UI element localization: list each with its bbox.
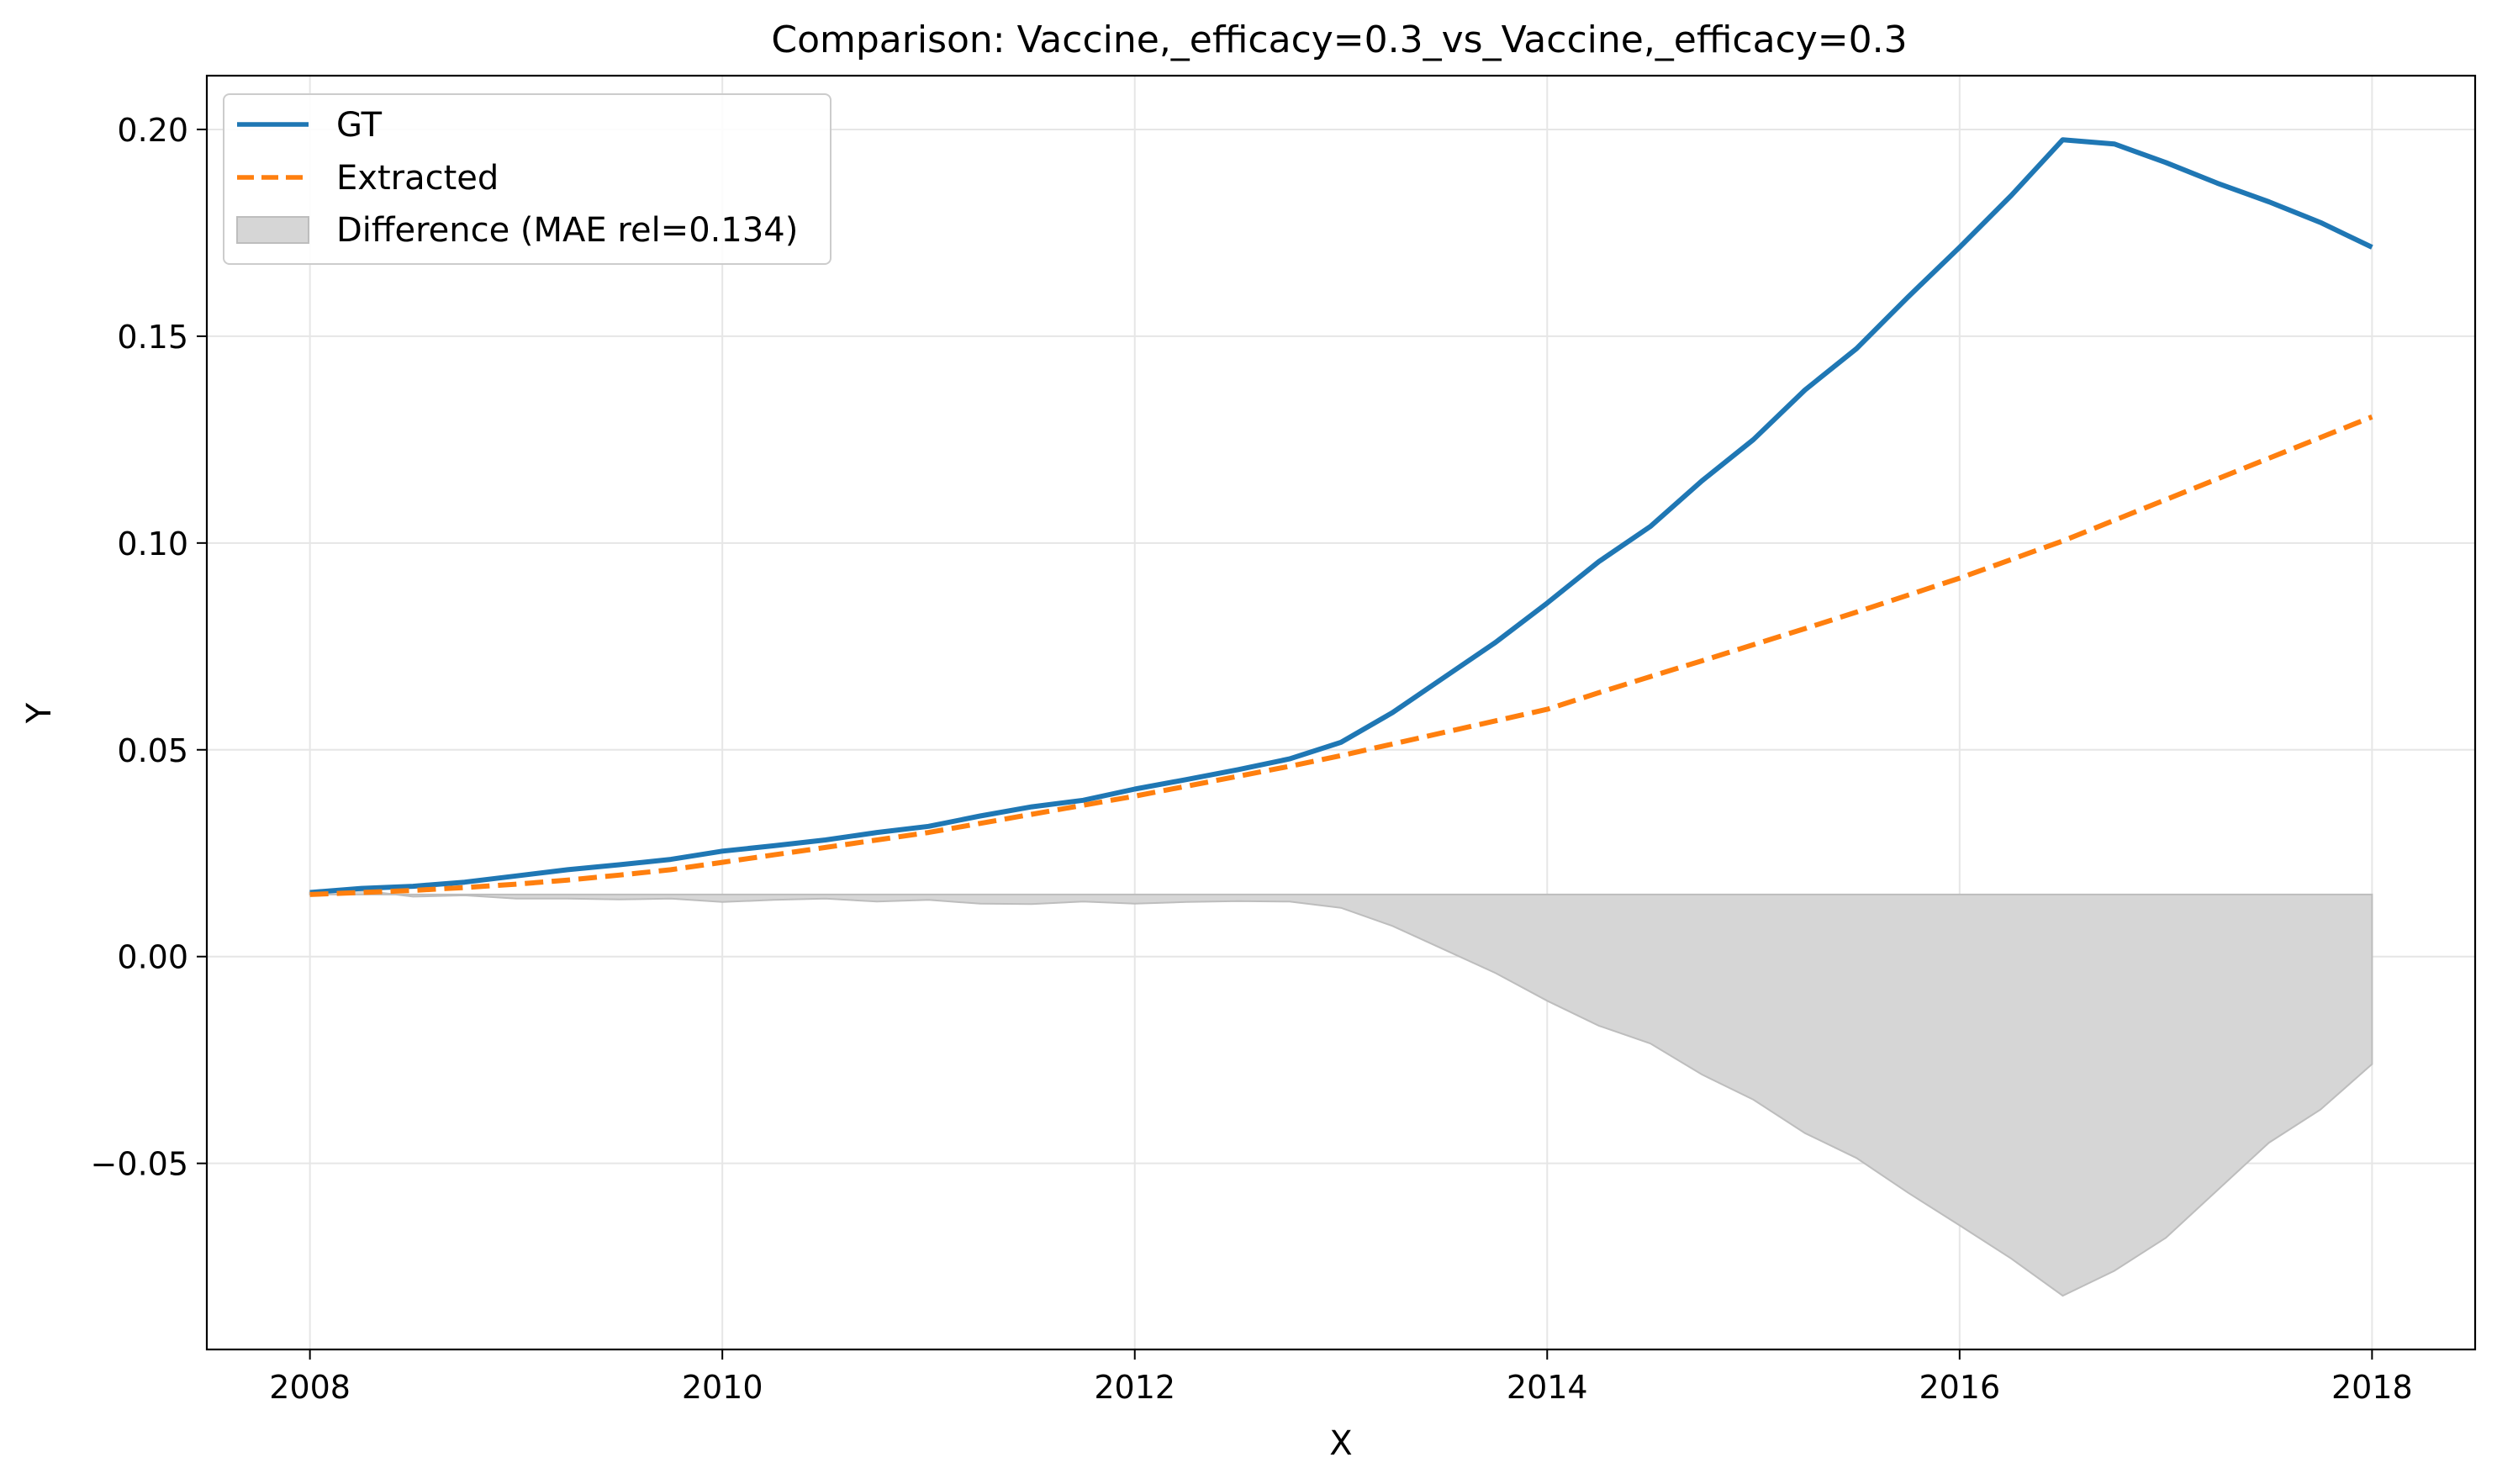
difference-area-layer: [309, 889, 2373, 1297]
legend-box: [223, 93, 831, 265]
x-axis-label: X: [1329, 1424, 1352, 1463]
y-tick-label: 0.10: [117, 525, 188, 562]
chart-title: Comparison: Vaccine,_efficacy=0.3_vs_Vac…: [771, 18, 1907, 61]
y-tick-label: 0.20: [117, 112, 188, 149]
x-tick-label: 2018: [2331, 1369, 2413, 1406]
x-tick-label: 2010: [682, 1369, 763, 1406]
legend-label-extracted: Extracted: [336, 159, 499, 198]
x-tick-label: 2016: [1919, 1369, 2000, 1406]
difference-area: [309, 889, 2373, 1297]
x-tick-label: 2014: [1507, 1369, 1588, 1406]
y-tick-label: 0.15: [117, 319, 188, 356]
legend-swatch-difference: [236, 216, 309, 244]
series-lines: [309, 137, 2373, 897]
legend-label-gt: GT: [336, 106, 383, 145]
y-axis-label: Y: [20, 702, 59, 724]
series-line-extracted: [309, 415, 2373, 897]
y-tick-label: 0.05: [117, 732, 188, 769]
y-tick-label: −0.05: [91, 1146, 188, 1183]
legend-label-difference: Difference (MAE rel=0.134): [336, 211, 798, 250]
plot-frame: [205, 74, 2477, 1351]
y-tick-label: 0.00: [117, 939, 188, 976]
x-tick-label: 2012: [1094, 1369, 1175, 1406]
series-line-gt: [309, 137, 2373, 895]
legend: GT Extracted Difference (MAE rel=0.134): [223, 93, 831, 265]
x-tick-label: 2008: [269, 1369, 351, 1406]
y-axis-ticks: −0.05 0.00 0.05 0.10 0.15 0.20: [91, 112, 207, 1183]
x-axis-ticks: 2008 2010 2012 2014 2016 2018: [269, 1349, 2413, 1406]
